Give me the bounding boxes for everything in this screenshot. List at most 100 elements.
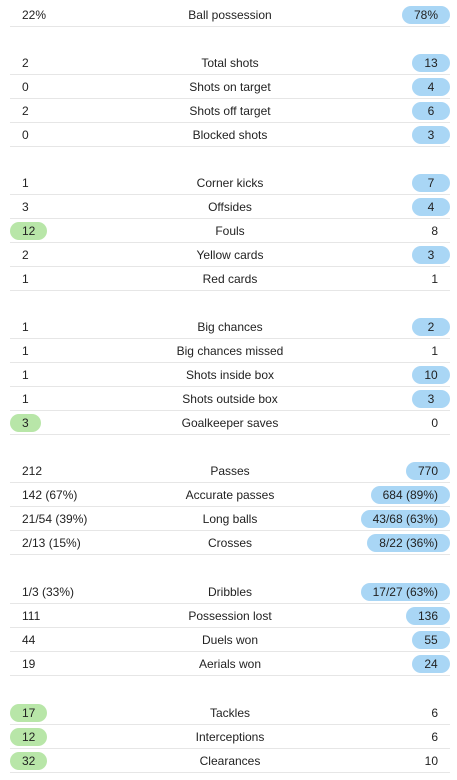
stat-label: Interceptions <box>195 730 265 744</box>
stat-label: Long balls <box>202 512 258 526</box>
stat-row-corner-kicks: 1 Corner kicks 7 <box>10 171 450 195</box>
home-value: 2 <box>22 104 29 118</box>
away-value: 136 <box>405 607 450 625</box>
away-value: 0 <box>431 416 438 430</box>
home-value: 0 <box>22 80 29 94</box>
stat-label: Big chances <box>197 320 263 334</box>
stat-label: Duels won <box>201 633 259 647</box>
away-value: 684 (89%) <box>370 486 450 504</box>
away-value: 10 <box>412 366 450 384</box>
away-value: 78% <box>401 6 450 24</box>
stat-label: Crosses <box>207 536 252 550</box>
stat-row-shots-on-target: 0 Shots on target 4 <box>10 75 450 99</box>
home-value: 2 <box>22 248 29 262</box>
stat-label: Passes <box>210 464 250 478</box>
stat-row-duels-won: 44 Duels won 55 <box>10 628 450 652</box>
home-value: 1 <box>22 344 29 358</box>
home-value: 1/3 (33%) <box>22 585 75 599</box>
home-value: 32 <box>10 752 48 770</box>
away-value: 1 <box>431 272 438 286</box>
away-value: 2 <box>412 318 450 336</box>
stat-label: Aerials won <box>198 657 262 671</box>
away-value: 6 <box>431 730 438 744</box>
home-value: 1 <box>22 368 29 382</box>
home-value: 212 <box>22 464 43 478</box>
stat-label: Shots outside box <box>182 392 278 406</box>
stat-label: Ball possession <box>188 8 272 22</box>
stat-label: Possession lost <box>188 609 272 623</box>
stat-row-long-balls: 21/54 (39%) Long balls 43/68 (63%) <box>10 507 450 531</box>
home-value: 3 <box>10 414 41 432</box>
home-value: 142 (67%) <box>22 488 78 502</box>
away-value: 4 <box>412 78 450 96</box>
stat-label: Fouls <box>215 224 245 238</box>
stat-label: Yellow cards <box>196 248 264 262</box>
home-value: 12 <box>10 728 48 746</box>
stat-label: Accurate passes <box>185 488 275 502</box>
away-value: 24 <box>412 655 450 673</box>
stat-row-accurate-passes: 142 (67%) Accurate passes 684 (89%) <box>10 483 450 507</box>
stat-row-big-chances-missed: 1 Big chances missed 1 <box>10 339 450 363</box>
away-value: 43/68 (63%) <box>360 510 450 528</box>
away-value: 10 <box>424 754 438 768</box>
stat-row-total-shots: 2 Total shots 13 <box>10 51 450 75</box>
away-value: 770 <box>405 462 450 480</box>
away-value: 1 <box>431 344 438 358</box>
stat-row-shots-off-target: 2 Shots off target 6 <box>10 99 450 123</box>
home-value: 111 <box>22 609 41 623</box>
home-value: 17 <box>10 704 48 722</box>
stat-row-offsides: 3 Offsides 4 <box>10 195 450 219</box>
stat-row-possession-lost: 111 Possession lost 136 <box>10 604 450 628</box>
away-value: 7 <box>412 174 450 192</box>
stat-label: Big chances missed <box>176 344 284 358</box>
stat-label: Total shots <box>201 56 259 70</box>
stat-row-passes: 212 Passes 770 <box>10 459 450 483</box>
stat-row-crosses: 2/13 (15%) Crosses 8/22 (36%) <box>10 531 450 555</box>
stat-row-red-cards: 1 Red cards 1 <box>10 267 450 291</box>
stat-label: Shots inside box <box>185 368 275 382</box>
stat-row-ball-possession: 22% Ball possession 78% <box>10 3 450 27</box>
stat-label: Tackles <box>209 706 250 720</box>
home-value: 1 <box>22 392 29 406</box>
away-value: 6 <box>431 706 438 720</box>
home-value: 12 <box>10 222 48 240</box>
away-value: 3 <box>412 246 450 264</box>
home-value: 1 <box>22 320 29 334</box>
home-value: 22% <box>22 8 47 22</box>
away-value: 13 <box>412 54 450 72</box>
stat-row-shots-outside-box: 1 Shots outside box 3 <box>10 387 450 411</box>
home-value: 2/13 (15%) <box>22 536 81 550</box>
stat-label: Goalkeeper saves <box>181 416 279 430</box>
stat-row-dribbles: 1/3 (33%) Dribbles 17/27 (63%) <box>10 580 450 604</box>
home-value: 19 <box>22 657 36 671</box>
stat-row-interceptions: 12 Interceptions 6 <box>10 725 450 749</box>
home-value: 21/54 (39%) <box>22 512 88 526</box>
home-value: 1 <box>22 272 29 286</box>
stat-row-big-chances: 1 Big chances 2 <box>10 315 450 339</box>
stat-row-fouls: 12 Fouls 8 <box>10 219 450 243</box>
stat-label: Offsides <box>208 200 252 214</box>
stat-row-goalkeeper-saves: 3 Goalkeeper saves 0 <box>10 411 450 435</box>
stat-row-shots-inside-box: 1 Shots inside box 10 <box>10 363 450 387</box>
stat-label: Corner kicks <box>196 176 264 190</box>
stat-label: Shots on target <box>189 80 271 94</box>
stat-row-blocked-shots: 0 Blocked shots 3 <box>10 123 450 147</box>
away-value: 6 <box>412 102 450 120</box>
home-value: 0 <box>22 128 29 142</box>
stat-row-yellow-cards: 2 Yellow cards 3 <box>10 243 450 267</box>
home-value: 44 <box>22 633 36 647</box>
stat-label: Clearances <box>199 754 261 768</box>
away-value: 17/27 (63%) <box>360 583 450 601</box>
stat-label: Blocked shots <box>192 128 268 142</box>
home-value: 2 <box>22 56 29 70</box>
stat-label: Red cards <box>202 272 258 286</box>
away-value: 3 <box>412 390 450 408</box>
stat-row-tackles: 17 Tackles 6 <box>10 701 450 725</box>
away-value: 3 <box>412 126 450 144</box>
away-value: 55 <box>412 631 450 649</box>
stat-row-aerials-won: 19 Aerials won 24 <box>10 652 450 676</box>
stat-label: Shots off target <box>189 104 271 118</box>
stat-label: Dribbles <box>207 585 252 599</box>
away-value: 4 <box>412 198 450 216</box>
